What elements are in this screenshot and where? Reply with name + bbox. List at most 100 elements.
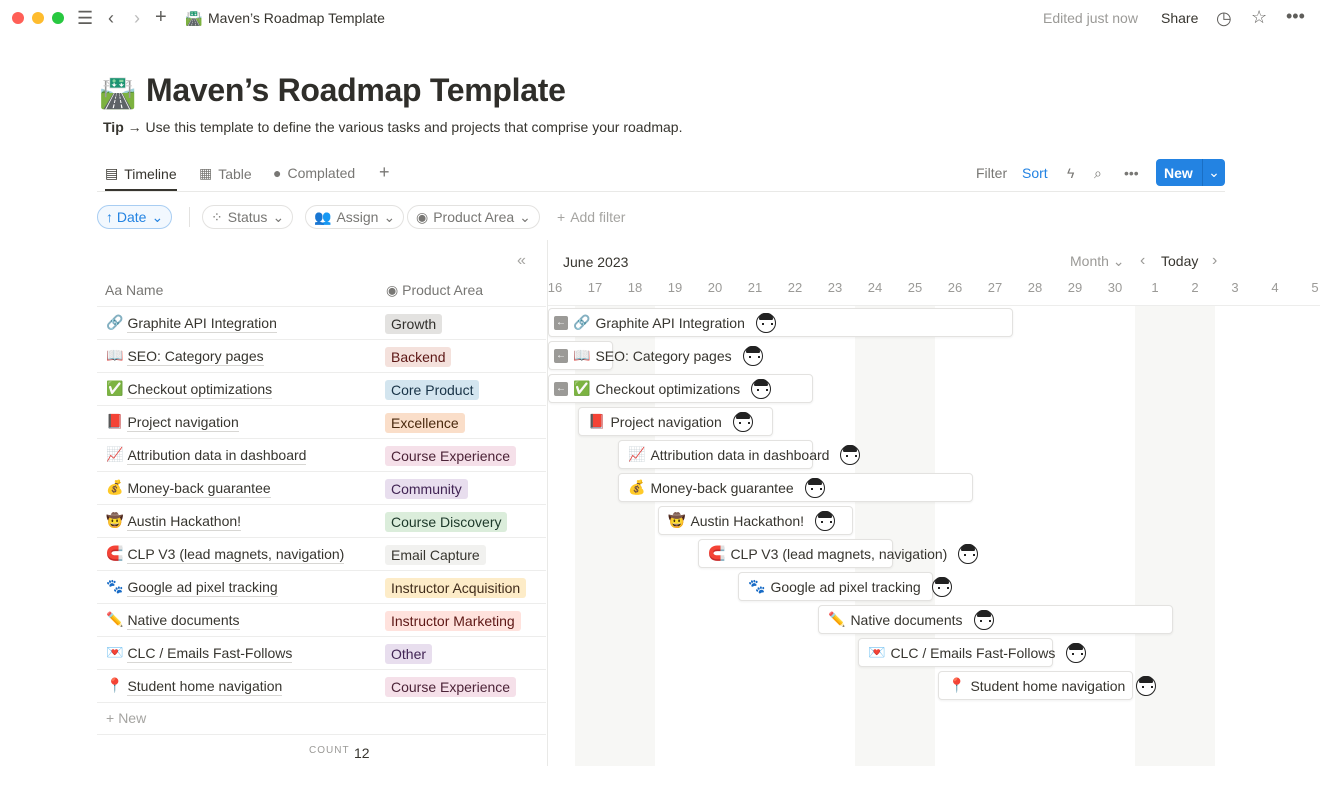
table-row[interactable]: 🧲 CLP V3 (lead magnets, navigation) Email… <box>97 537 546 570</box>
timeline-bar[interactable] <box>698 539 893 568</box>
timeline-bar-label[interactable]: 📈 Attribution data in dashboard <box>628 440 861 469</box>
timeline-bar-label[interactable]: 🤠 Austin Hackathon! <box>668 506 836 535</box>
table-row[interactable]: 📈 Attribution data in dashboard Course Ex… <box>97 438 546 471</box>
assignee-avatar[interactable] <box>958 543 979 564</box>
page-title[interactable]: Maven’s Roadmap Template <box>146 72 566 108</box>
product-area-tag[interactable]: Course Experience <box>385 446 517 466</box>
assignee-avatar[interactable] <box>804 477 825 498</box>
timeline-bar-label[interactable]: 📕 Project navigation <box>588 407 753 436</box>
status-filter[interactable]: ⁘ Status ⌄ <box>202 205 294 229</box>
assignee-avatar[interactable] <box>742 345 763 366</box>
assignee-avatar[interactable] <box>755 312 776 333</box>
table-row[interactable]: 💌 CLC / Emails Fast-Follows Other <box>97 636 546 669</box>
more-icon[interactable]: ••• <box>1286 6 1305 26</box>
breadcrumb-title[interactable]: Maven’s Roadmap Template <box>208 10 385 26</box>
sort-button[interactable]: Sort <box>1022 165 1048 181</box>
timeline-bar-label[interactable]: 📍 Student home navigation <box>948 671 1157 700</box>
add-view-button[interactable]: + <box>379 162 390 182</box>
chevron-down-icon[interactable]: ⌄ <box>1202 159 1225 186</box>
new-row-button[interactable]: + New <box>97 702 546 735</box>
table-row[interactable]: ✅ Checkout optimizations Core Product <box>97 372 546 405</box>
product-area-tag[interactable]: Course Discovery <box>385 512 508 532</box>
timeline-bar[interactable] <box>818 605 1173 634</box>
maximize-window-button[interactable] <box>52 12 64 24</box>
row-name[interactable]: 🧲 CLP V3 (lead magnets, navigation) <box>106 545 345 564</box>
previous-icon[interactable]: ‹ <box>1140 252 1146 269</box>
table-row[interactable]: 📕 Project navigation Excellence <box>97 405 546 438</box>
page-icon[interactable]: 🛣️ <box>99 77 137 110</box>
timeline-bar[interactable] <box>618 473 973 502</box>
product-area-tag[interactable]: Backend <box>385 347 452 367</box>
assignee-avatar[interactable] <box>1136 675 1157 696</box>
timeline-bar[interactable] <box>938 671 1133 700</box>
row-name[interactable]: 🔗 Graphite API Integration <box>106 314 277 333</box>
timeline-bar-label[interactable]: 🐾 Google ad pixel tracking <box>748 572 952 601</box>
assignee-avatar[interactable] <box>1066 642 1087 663</box>
add-page-icon[interactable]: + <box>155 6 167 28</box>
minimize-window-button[interactable] <box>32 12 44 24</box>
product-area-tag[interactable]: Excellence <box>385 413 465 433</box>
today-button[interactable]: Today <box>1161 253 1199 269</box>
table-row[interactable]: 📖 SEO: Category pages Backend <box>97 339 546 372</box>
product-area-filter[interactable]: ◉ Product Area ⌄ <box>407 205 540 229</box>
share-button[interactable]: Share <box>1161 10 1199 26</box>
row-name[interactable]: 🤠 Austin Hackathon! <box>106 512 242 531</box>
close-window-button[interactable] <box>12 12 24 24</box>
product-area-tag[interactable]: Community <box>385 479 468 499</box>
view-scale-dropdown[interactable]: Month ⌄ <box>1070 253 1125 269</box>
product-area-tag[interactable]: Instructor Acquisition <box>385 578 527 598</box>
row-name[interactable]: ✅ Checkout optimizations <box>106 380 273 399</box>
product-area-column-header[interactable]: ◉ Product Area <box>386 282 484 298</box>
table-row[interactable]: 📍 Student home navigation Course Experien… <box>97 669 546 702</box>
assignee-avatar[interactable] <box>732 411 753 432</box>
timeline-bar-label[interactable]: ✏️ Native documents <box>828 605 994 634</box>
assignee-avatar[interactable] <box>931 576 952 597</box>
star-icon[interactable]: ☆ <box>1251 7 1268 27</box>
timeline-bar[interactable] <box>738 572 933 601</box>
timeline-bar-label[interactable]: ← 🔗 Graphite API Integration <box>554 308 776 337</box>
tab-complated[interactable]: ● Complated <box>273 165 355 181</box>
product-area-tag[interactable]: Growth <box>385 314 443 334</box>
filter-button[interactable]: Filter <box>976 165 1008 181</box>
search-icon[interactable]: ⌕ <box>1094 165 1102 181</box>
table-row[interactable]: 🐾 Google ad pixel tracking Instructor Acq… <box>97 570 546 603</box>
row-name[interactable]: 🐾 Google ad pixel tracking <box>106 578 278 597</box>
menu-icon[interactable]: ☰ <box>77 8 94 28</box>
name-column-header[interactable]: Aa Name <box>105 282 164 298</box>
scroll-to-start-icon[interactable]: ← <box>554 381 568 396</box>
row-name[interactable]: 📈 Attribution data in dashboard <box>106 446 307 465</box>
timeline-bar-label[interactable]: 💌 CLC / Emails Fast-Follows <box>868 638 1087 667</box>
forward-icon[interactable]: › <box>134 8 140 28</box>
tab-table[interactable]: ▦ Table <box>199 165 252 182</box>
timeline-bar[interactable] <box>858 638 1053 667</box>
assign-filter[interactable]: 👥 Assign ⌄ <box>305 205 405 229</box>
more-options-icon[interactable]: ••• <box>1124 165 1139 181</box>
next-icon[interactable]: › <box>1212 252 1218 269</box>
assignee-avatar[interactable] <box>973 609 994 630</box>
tab-timeline[interactable]: ▤ Timeline <box>105 165 177 191</box>
table-row[interactable]: 💰 Money-back guarantee Community <box>97 471 546 504</box>
row-name[interactable]: 📕 Project navigation <box>106 413 239 432</box>
timeline-bar[interactable] <box>548 308 1013 337</box>
automation-icon[interactable]: ϟ <box>1067 165 1075 181</box>
date-sort-pill[interactable]: ↑ Date ⌄ <box>97 205 173 229</box>
row-name[interactable]: 💰 Money-back guarantee <box>106 479 271 498</box>
table-row[interactable]: ✏️ Native documents Instructor Marketing <box>97 603 546 636</box>
assignee-avatar[interactable] <box>840 444 861 465</box>
row-name[interactable]: 📖 SEO: Category pages <box>106 347 264 366</box>
product-area-tag[interactable]: Other <box>385 644 433 664</box>
table-row[interactable]: 🤠 Austin Hackathon! Course Discovery <box>97 504 546 537</box>
collapse-table-icon[interactable]: « <box>517 252 526 269</box>
timeline-bar-label[interactable]: 🧲 CLP V3 (lead magnets, navigation) <box>708 539 979 568</box>
add-filter-button[interactable]: + Add filter <box>549 205 633 229</box>
timeline-bar[interactable] <box>618 440 813 469</box>
assignee-avatar[interactable] <box>751 378 772 399</box>
table-row[interactable]: 🔗 Graphite API Integration Growth <box>97 306 546 339</box>
timeline-bar-label[interactable]: ← 📖 SEO: Category pages <box>554 341 763 370</box>
product-area-tag[interactable]: Email Capture <box>385 545 486 565</box>
row-name[interactable]: ✏️ Native documents <box>106 611 240 630</box>
timeline-bar-label[interactable]: ← ✅ Checkout optimizations <box>554 374 772 403</box>
row-name[interactable]: 📍 Student home navigation <box>106 677 283 696</box>
product-area-tag[interactable]: Core Product <box>385 380 480 400</box>
history-icon[interactable]: ◷ <box>1216 8 1232 28</box>
